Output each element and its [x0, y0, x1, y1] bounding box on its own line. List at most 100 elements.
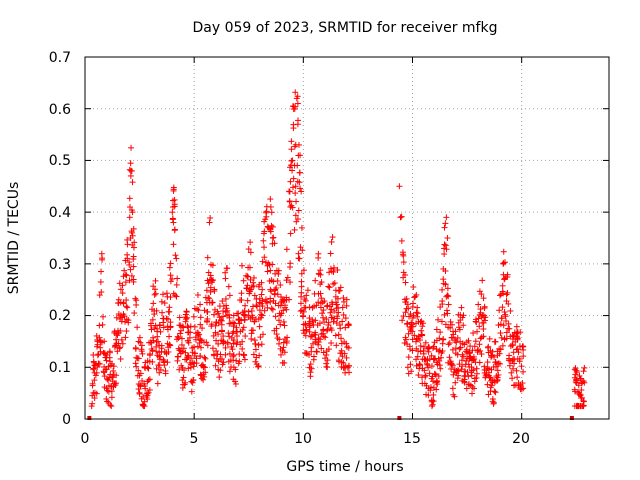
data-point [272, 300, 279, 307]
data-point [444, 235, 451, 241]
data-point [497, 321, 504, 328]
data-point [412, 293, 419, 300]
data-point [458, 366, 465, 373]
data-point [187, 329, 194, 336]
data-point [197, 353, 204, 360]
data-point [278, 310, 285, 317]
y-tick-labels: 0 0.1 0.2 0.3 0.4 0.5 0.6 0.7 [49, 50, 71, 428]
data-point [402, 279, 409, 286]
data-point [475, 315, 482, 322]
data-point [217, 316, 224, 323]
data-point [200, 364, 207, 371]
data-point [443, 307, 450, 314]
data-point [178, 362, 185, 369]
data-point [239, 262, 246, 269]
data-point [154, 380, 161, 387]
data-point [171, 203, 178, 210]
x-tick-label: 20 [512, 431, 530, 447]
data-point [335, 309, 342, 316]
data-point [433, 326, 440, 333]
data-point [286, 296, 293, 303]
data-point [471, 355, 478, 362]
data-point [315, 271, 322, 278]
data-point [126, 204, 133, 211]
data-point [171, 196, 178, 203]
data-point [325, 321, 332, 328]
data-point [200, 376, 207, 383]
data-point [283, 277, 290, 284]
data-point [164, 316, 171, 323]
data-point [161, 300, 168, 307]
data-point [479, 277, 486, 284]
data-point [295, 141, 302, 148]
data-point [317, 336, 324, 343]
data-point [415, 333, 422, 340]
data-point [268, 209, 275, 216]
data-point [302, 297, 309, 304]
data-point [284, 334, 291, 341]
data-point [485, 391, 492, 398]
data-point [167, 324, 174, 331]
data-point [224, 265, 231, 272]
data-point [219, 298, 226, 305]
data-point [212, 322, 219, 329]
data-point [141, 383, 148, 390]
data-point [113, 336, 120, 343]
data-point [509, 375, 516, 382]
data-point [446, 339, 453, 346]
data-point [202, 355, 209, 362]
data-point [578, 386, 585, 393]
data-point [488, 382, 495, 389]
data-point [343, 302, 350, 309]
data-point [470, 366, 477, 373]
data-point [298, 270, 305, 277]
data-point [216, 374, 223, 381]
data-points [88, 89, 588, 410]
data-point [409, 323, 416, 330]
data-point [491, 388, 498, 395]
data-point [226, 314, 233, 321]
data-point [307, 361, 314, 368]
data-point [260, 237, 267, 244]
data-point [470, 330, 477, 337]
data-point [313, 348, 320, 355]
data-point [178, 335, 185, 342]
data-point [144, 390, 151, 397]
data-point [289, 184, 296, 191]
data-point [124, 251, 131, 258]
data-point [126, 277, 133, 284]
data-point [238, 290, 245, 297]
data-point [110, 367, 117, 374]
data-point [135, 355, 142, 362]
data-point [241, 356, 248, 363]
data-point [403, 336, 410, 343]
data-point [89, 382, 96, 389]
data-point [500, 260, 507, 267]
data-point [268, 288, 275, 295]
data-point [300, 267, 307, 274]
data-point [230, 353, 237, 360]
data-point [172, 292, 179, 299]
data-point [177, 327, 184, 334]
data-point [473, 370, 480, 377]
data-point [433, 386, 440, 393]
data-point [102, 366, 109, 373]
data-point [342, 315, 349, 322]
y-tick-label: 0.4 [49, 205, 71, 221]
data-point [326, 284, 333, 291]
data-point [411, 332, 418, 339]
data-point [307, 369, 314, 376]
data-point [313, 348, 320, 355]
data-point [158, 298, 165, 305]
data-point [204, 308, 211, 315]
data-point [328, 238, 335, 245]
data-point [179, 384, 186, 391]
data-point [184, 314, 191, 321]
data-point [211, 352, 218, 359]
data-point [400, 259, 407, 266]
x-tick-label: 5 [190, 431, 199, 447]
data-point [259, 258, 266, 265]
x-axis-label: GPS time / hours [286, 459, 403, 475]
data-point [173, 255, 180, 262]
data-point [344, 364, 351, 371]
